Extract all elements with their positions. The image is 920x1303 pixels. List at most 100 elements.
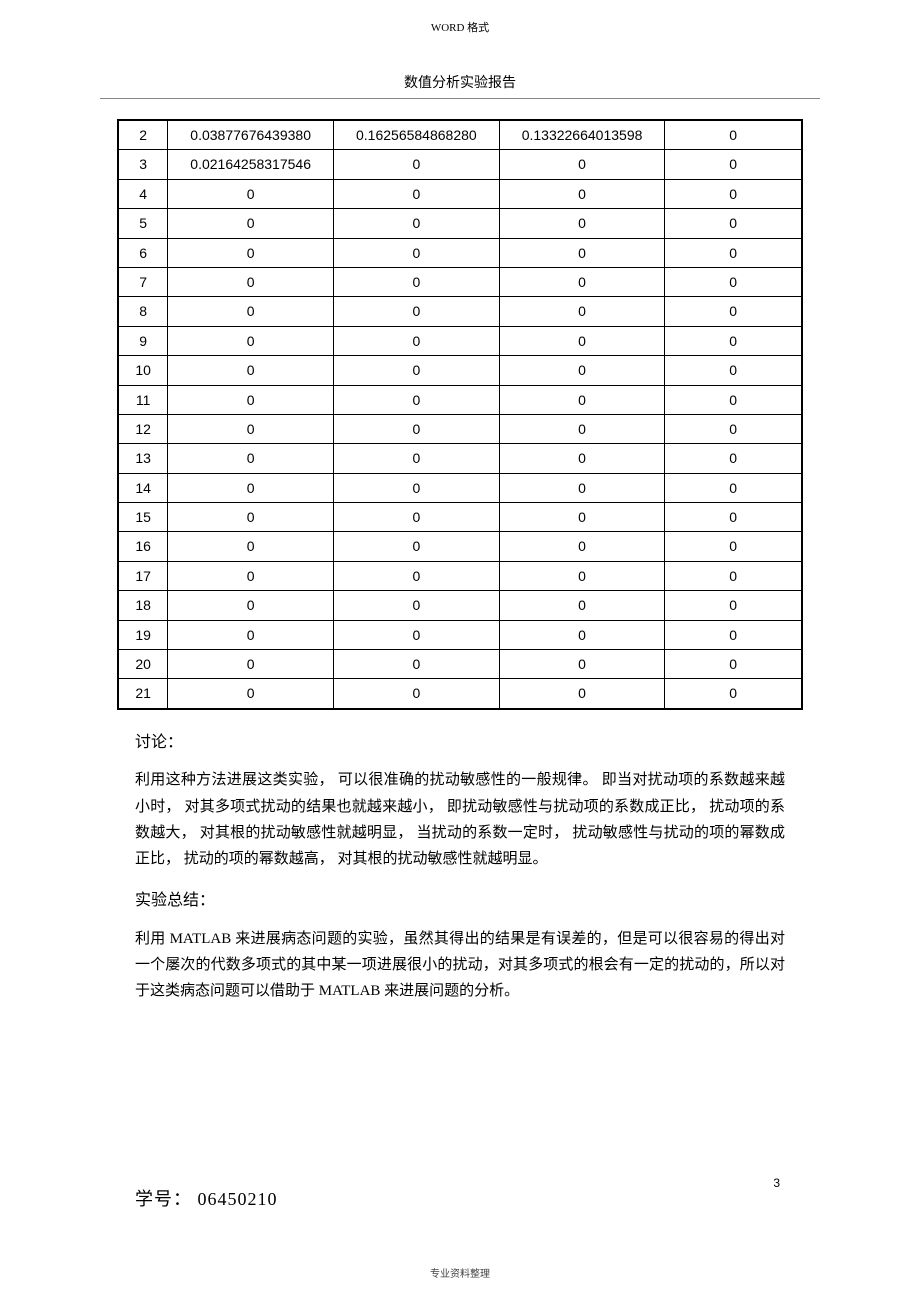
table-cell: 0 <box>334 650 500 679</box>
table-row: 190000 <box>118 620 802 649</box>
table-cell: 0 <box>665 267 802 296</box>
summary-heading: 实验总结： <box>135 888 785 914</box>
table-cell: 0 <box>665 150 802 179</box>
table-cell: 0 <box>334 385 500 414</box>
table-row: 140000 <box>118 473 802 502</box>
table-cell: 7 <box>118 267 168 296</box>
report-title: 数值分析实验报告 <box>0 63 920 95</box>
table-cell: 0 <box>499 650 665 679</box>
table-cell: 0 <box>665 297 802 326</box>
table-row: 170000 <box>118 561 802 590</box>
table-cell: 0 <box>665 326 802 355</box>
table-cell: 0 <box>168 650 334 679</box>
table-cell: 0 <box>168 503 334 532</box>
table-cell: 0 <box>334 356 500 385</box>
table-cell: 0 <box>168 267 334 296</box>
table-cell: 0 <box>168 356 334 385</box>
table-cell: 0 <box>334 561 500 590</box>
table-cell: 0 <box>665 650 802 679</box>
table-cell: 0.13322664013598 <box>499 120 665 150</box>
table-cell: 0 <box>334 150 500 179</box>
table-cell: 0 <box>168 385 334 414</box>
table-cell: 9 <box>118 326 168 355</box>
table-cell: 0 <box>665 179 802 208</box>
table-cell: 19 <box>118 620 168 649</box>
table-cell: 5 <box>118 209 168 238</box>
table-cell: 6 <box>118 238 168 267</box>
table-cell: 0 <box>665 532 802 561</box>
table-cell: 0 <box>334 591 500 620</box>
table-cell: 4 <box>118 179 168 208</box>
table-cell: 0 <box>499 444 665 473</box>
table-cell: 0 <box>665 591 802 620</box>
table-cell: 0 <box>334 209 500 238</box>
table-cell: 0 <box>334 679 500 709</box>
table-cell: 0 <box>665 414 802 443</box>
table-cell: 0 <box>168 473 334 502</box>
table-cell: 13 <box>118 444 168 473</box>
table-row: 90000 <box>118 326 802 355</box>
table-row: 200000 <box>118 650 802 679</box>
table-cell: 0 <box>499 356 665 385</box>
table-cell: 20 <box>118 650 168 679</box>
table-cell: 0.03877676439380 <box>168 120 334 150</box>
data-table: 20.038776764393800.162565848682800.13322… <box>117 119 803 710</box>
table-cell: 0 <box>665 679 802 709</box>
table-cell: 0 <box>168 209 334 238</box>
table-cell: 0 <box>499 297 665 326</box>
table-cell: 0 <box>168 179 334 208</box>
table-cell: 0 <box>499 326 665 355</box>
table-row: 160000 <box>118 532 802 561</box>
table-cell: 0 <box>334 444 500 473</box>
table-cell: 0 <box>168 444 334 473</box>
table-cell: 0 <box>665 209 802 238</box>
table-cell: 0 <box>334 532 500 561</box>
table-cell: 17 <box>118 561 168 590</box>
table-row: 100000 <box>118 356 802 385</box>
table-cell: 0 <box>334 414 500 443</box>
table-cell: 0 <box>499 385 665 414</box>
table-cell: 14 <box>118 473 168 502</box>
table-cell: 0 <box>168 326 334 355</box>
table-row: 40000 <box>118 179 802 208</box>
table-cell: 0 <box>499 679 665 709</box>
table-cell: 0 <box>499 209 665 238</box>
table-cell: 18 <box>118 591 168 620</box>
table-cell: 0 <box>665 356 802 385</box>
table-cell: 0 <box>499 503 665 532</box>
table-cell: 10 <box>118 356 168 385</box>
table-row: 110000 <box>118 385 802 414</box>
title-divider <box>100 98 820 99</box>
table-cell: 0 <box>168 414 334 443</box>
table-cell: 0 <box>334 267 500 296</box>
table-cell: 0 <box>499 179 665 208</box>
table-cell: 0 <box>665 120 802 150</box>
table-row: 210000 <box>118 679 802 709</box>
discussion-paragraph: 利用这种方法进展这类实验， 可以很准确的扰动敏感性的一般规律。 即当对扰动项的系… <box>135 767 785 872</box>
table-cell: 0 <box>334 503 500 532</box>
table-cell: 0 <box>499 267 665 296</box>
table-cell: 0 <box>499 414 665 443</box>
table-cell: 3 <box>118 150 168 179</box>
table-cell: 0 <box>168 561 334 590</box>
discussion-heading: 讨论： <box>135 730 785 756</box>
table-row: 20.038776764393800.162565848682800.13322… <box>118 120 802 150</box>
table-row: 30.02164258317546000 <box>118 150 802 179</box>
summary-paragraph: 利用 MATLAB 来进展病态问题的实验，虽然其得出的结果是有误差的，但是可以很… <box>135 926 785 1005</box>
table-cell: 0 <box>665 473 802 502</box>
table-cell: 0 <box>665 385 802 414</box>
table-row: 150000 <box>118 503 802 532</box>
table-cell: 0 <box>168 679 334 709</box>
table-cell: 0 <box>499 532 665 561</box>
table-cell: 0 <box>334 620 500 649</box>
table-cell: 0 <box>334 179 500 208</box>
table-cell: 21 <box>118 679 168 709</box>
page-number: 3 <box>773 1174 780 1193</box>
table-cell: 2 <box>118 120 168 150</box>
header-format: WORD 格式 <box>0 20 920 38</box>
table-cell: 0 <box>499 150 665 179</box>
table-cell: 12 <box>118 414 168 443</box>
table-cell: 0 <box>665 238 802 267</box>
table-cell: 16 <box>118 532 168 561</box>
table-row: 60000 <box>118 238 802 267</box>
